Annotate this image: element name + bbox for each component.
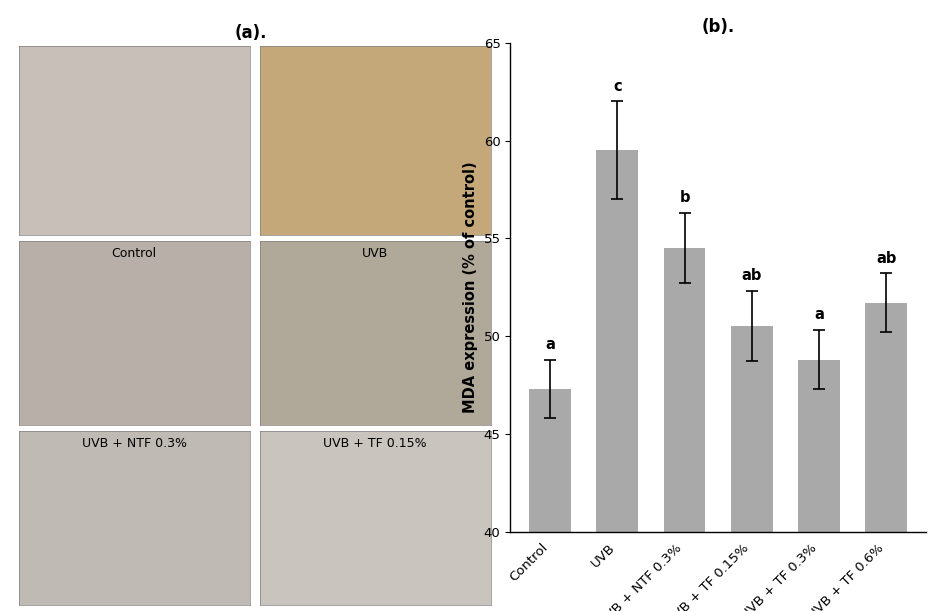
Bar [529, 389, 570, 611]
Text: ab: ab [741, 268, 761, 284]
Bar [663, 248, 704, 611]
Text: UVB: UVB [362, 247, 388, 260]
Text: (a).: (a). [234, 24, 266, 42]
Text: c: c [613, 79, 621, 93]
Text: a: a [814, 307, 823, 323]
Text: a: a [545, 337, 554, 352]
Bar [865, 303, 906, 611]
Bar [731, 326, 772, 611]
Y-axis label: MDA expression (% of control): MDA expression (% of control) [463, 161, 478, 413]
Text: Control: Control [111, 247, 157, 260]
Text: UVB + TF 0.15%: UVB + TF 0.15% [323, 437, 427, 450]
Bar [596, 150, 637, 611]
Text: ab: ab [875, 251, 896, 266]
Bar [798, 359, 839, 611]
Text: b: b [679, 190, 689, 205]
Text: UVB + NTF 0.3%: UVB + NTF 0.3% [81, 437, 187, 450]
Title: (b).: (b). [700, 18, 734, 35]
